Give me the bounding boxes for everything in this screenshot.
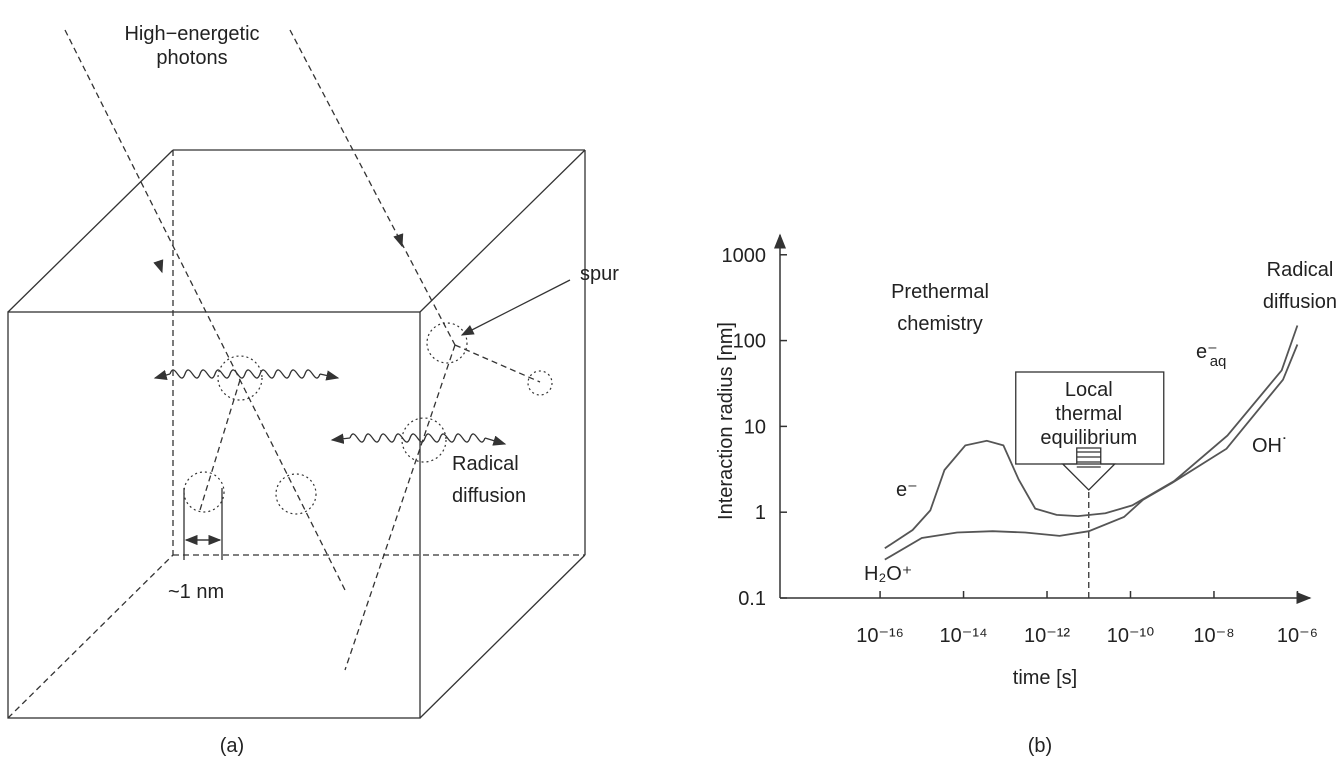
equilibrium-label: Local <box>1065 379 1113 401</box>
photons-label: photons <box>156 47 227 69</box>
caption: (a) <box>220 735 244 757</box>
x-axis-title: time [s] <box>1013 667 1077 689</box>
y-tick-label: 1000 <box>722 245 767 267</box>
caption: (b) <box>1028 735 1052 757</box>
curve-label: e⁻ <box>896 479 918 501</box>
region-label: Prethermal <box>891 281 989 303</box>
diffusion-label: diffusion <box>452 485 526 507</box>
region-label: Radical <box>1267 259 1334 281</box>
region-label: chemistry <box>897 313 983 335</box>
equilibrium-arrow <box>1061 447 1117 491</box>
x-tick-label: 10⁻¹² <box>1024 625 1070 647</box>
y-tick-label: 10 <box>744 416 766 438</box>
photons-label: High−energetic <box>124 23 259 45</box>
curve-label-text: H₂O⁺ <box>864 563 912 585</box>
x-tick-label: 10⁻¹⁴ <box>940 625 988 647</box>
equilibrium-label: thermal <box>1055 403 1122 425</box>
y-tick-label: 1 <box>755 502 766 524</box>
curve-label-text: e⁻ <box>1196 341 1218 363</box>
equilibrium-label: equilibrium <box>1040 427 1137 449</box>
y-tick-label: 0.1 <box>738 588 766 610</box>
equilibrium-box <box>1015 371 1165 465</box>
y-axis-title: Interaction radius [nm] <box>715 322 737 520</box>
curve-label-text: e⁻ <box>896 479 918 501</box>
series-line <box>884 325 1299 550</box>
chart: 0.1 1 10 100 1000 10⁻¹⁶ 10⁻¹⁴ 10⁻¹² 10⁻¹⁰ 10⁻⁸ 10⁻… <box>715 233 1337 757</box>
cube <box>7 149 586 719</box>
scale-label: ~1 nm <box>168 581 224 603</box>
curve-label: H₂O⁺ <box>864 563 912 585</box>
spur-label: spur <box>580 263 619 285</box>
x-tick-label: 10⁻⁸ <box>1193 625 1234 647</box>
diffusion-label: Radical <box>452 453 519 475</box>
region-label: diffusion <box>1263 291 1337 313</box>
x-tick-label: 10⁻¹⁰ <box>1107 625 1154 647</box>
curve-label: OH˙ <box>1252 435 1289 457</box>
curve-label-text: OH˙ <box>1252 435 1289 457</box>
curve-label: e⁻aq <box>1196 341 1226 370</box>
x-tick-label: 10⁻¹⁶ <box>856 625 904 647</box>
x-tick-label: 10⁻⁶ <box>1277 625 1318 647</box>
y-tick-label: 100 <box>733 331 766 353</box>
curve-label-sub: aq <box>1210 353 1227 370</box>
photon-tracks <box>64 29 571 671</box>
series-line <box>884 344 1299 561</box>
